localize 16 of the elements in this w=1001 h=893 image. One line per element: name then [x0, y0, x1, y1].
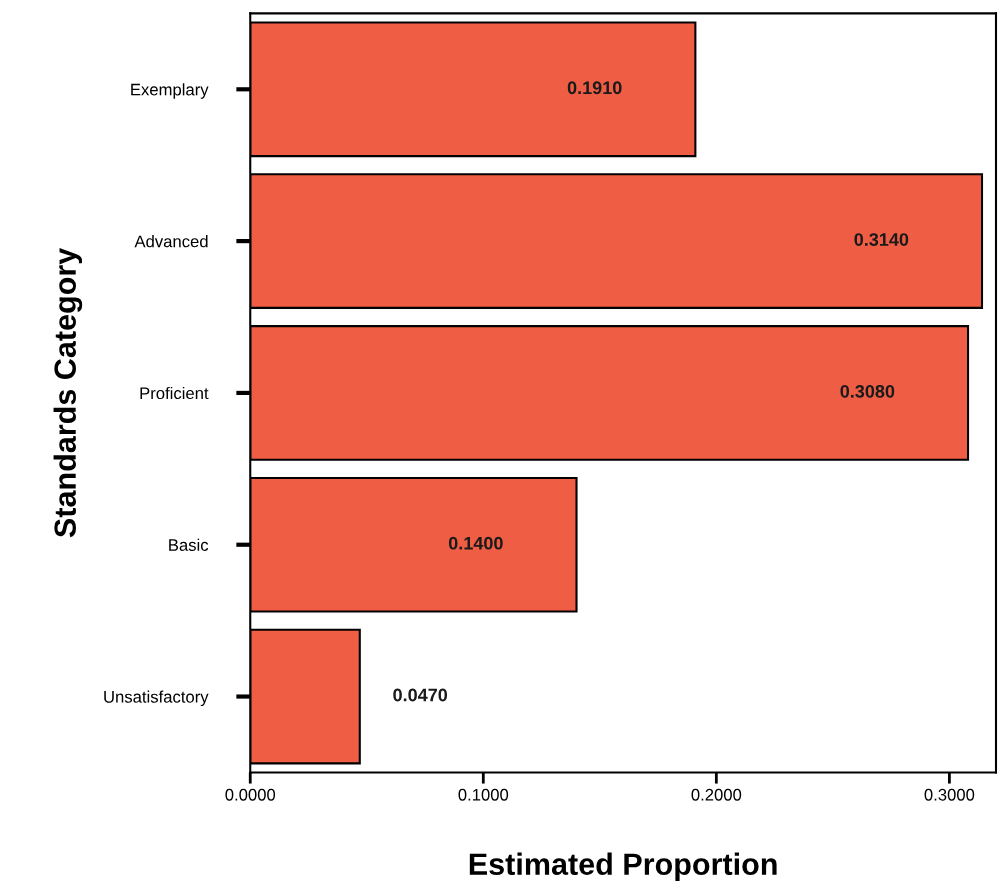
y-tick-label: Unsatisfactory: [104, 690, 209, 707]
x-tick-label: 0.3000: [924, 788, 975, 801]
data-label: 0.3140: [854, 233, 909, 246]
x-tick-label: 0.0000: [225, 788, 276, 801]
x-tick-label: 0.1000: [458, 788, 509, 801]
data-label: 0.3080: [840, 384, 895, 398]
y-tick-label: Basic: [169, 538, 209, 551]
x-axis-title: Estimated Proportion: [469, 852, 777, 882]
x-tick-label: 0.2000: [691, 788, 742, 801]
data-label: 0.1910: [567, 81, 622, 95]
y-tick-label: Exemplary: [131, 83, 209, 99]
y-tick-label: Proficient: [140, 386, 209, 400]
data-label: 0.0470: [393, 688, 448, 702]
y-axis-title: Standards Category: [53, 247, 83, 538]
data-label: 0.1400: [448, 536, 503, 550]
y-tick-label: Advanced: [134, 235, 208, 248]
